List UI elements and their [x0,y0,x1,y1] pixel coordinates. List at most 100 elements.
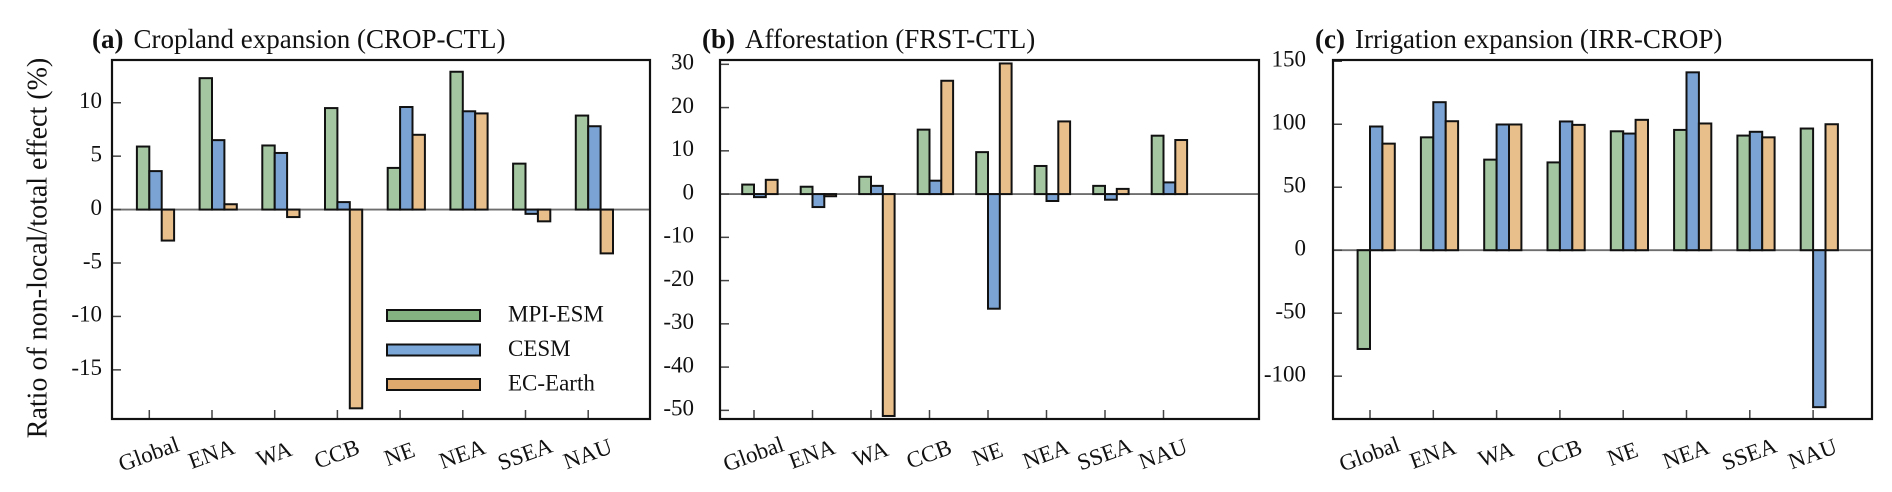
bar-ec-earth-ne [998,62,1013,196]
bar-mpi-esm-ccb [916,128,931,196]
bar-ec-earth-ssea [1761,136,1776,252]
bar-ec-earth-wa [1508,123,1523,252]
legend-label: EC-Earth [508,370,595,395]
y-tick-label: 150 [1272,47,1307,72]
bar-ec-earth-ssea [1115,187,1130,196]
bar-ec-earth-global [1381,142,1396,252]
y-tick-label: -10 [663,223,694,248]
bar-ec-earth-nau [599,208,614,255]
x-tick-label: ENA [785,434,838,474]
bar-ec-earth-ne [1634,118,1649,252]
y-tick-label: -30 [663,309,694,334]
bar-mpi-esm-ne [975,151,990,196]
bar-ec-earth-ne [411,133,426,211]
y-tick-label: 30 [671,50,694,75]
bar-cesm-ccb [1558,120,1574,252]
bar-mpi-esm-ena [198,77,214,211]
bar-ec-earth-ccb [1571,123,1586,252]
panel-title-text: Afforestation (FRST-CTL) [745,24,1035,54]
bar-mpi-esm-global [135,145,151,211]
y-tick-label: 20 [671,93,694,118]
bar-cesm-ssea [1748,130,1764,252]
bar-mpi-esm-ne [386,166,402,211]
bar-mpi-esm-nau [1799,127,1815,252]
x-tick-label: NEA [1659,434,1712,474]
x-tick-label: SSEA [494,432,556,475]
x-tick-label: NEA [1019,434,1072,474]
legend-label: MPI-ESM [508,301,604,326]
bar-cesm-ena [1432,101,1447,252]
bar-mpi-esm-ccb [324,107,339,211]
x-tick-label: NAU [1135,434,1191,475]
bar-cesm-ccb [336,201,351,211]
legend-swatch-ec-earth [386,378,481,391]
y-tick-label: 10 [79,88,102,113]
panel-label: (c) [1315,24,1345,54]
bar-cesm-global [753,193,767,199]
bar-cesm-ena [811,193,826,209]
bar-cesm-global [148,170,163,211]
bar-mpi-esm-ssea [1736,134,1751,252]
bar-ec-earth-ssea [536,208,552,223]
y-tick-label: -100 [1264,361,1306,386]
y-tick-label: -50 [1275,298,1306,323]
x-tick-label: Global [115,431,182,476]
x-tick-label: WA [253,436,296,472]
x-tick-label: NE [381,437,418,471]
bar-mpi-esm-global [1356,249,1371,350]
bar-ec-earth-ena [823,193,838,198]
bar-ec-earth-ena [1444,120,1460,252]
bar-cesm-wa [870,184,884,196]
panel-title: (a) Cropland expansion (CROP-CTL) [92,24,505,54]
x-tick-label: CCB [1533,434,1585,473]
bar-ec-earth-global [764,178,779,196]
bar-cesm-nea [461,110,477,211]
panel-title: (b) Afforestation (FRST-CTL) [702,24,1035,54]
panel-a: (a) Cropland expansion (CROP-CTL) 10 5 0 -5 -1… [71,24,652,476]
bar-ec-earth-wa [286,208,301,219]
bar-cesm-ssea [1104,193,1118,201]
bar-ec-earth-ccb [348,208,364,410]
bar-mpi-esm-nea [449,70,464,211]
y-tick-label: 10 [671,136,694,161]
y-tick-label: -5 [83,248,102,273]
panel-label: (b) [702,24,735,54]
bar-cesm-nau [1812,249,1827,409]
x-tick-label: NAU [560,434,616,475]
bar-mpi-esm-nau [1150,134,1165,196]
bar-cesm-global [1369,125,1384,252]
panel-title-text: Cropland expansion (CROP-CTL) [133,24,505,54]
bar-ec-earth-nea [1057,120,1072,196]
x-tick-label: ENA [185,434,238,474]
bar-ec-earth-ena [223,203,238,211]
y-tick-label: 0 [91,195,103,220]
x-tick-label: ENA [1406,434,1459,474]
y-tick-label: -20 [663,266,694,291]
y-tick-label: 50 [1283,173,1306,198]
plot-frame [718,58,1261,421]
x-tick-label: Global [720,431,787,476]
bar-mpi-esm-ccb [1546,161,1561,252]
bar-cesm-nea [1685,71,1700,252]
bar-cesm-wa [1495,123,1510,252]
bar-ec-earth-nea [1697,122,1713,252]
bar-cesm-nau [587,125,602,211]
x-tick-label: WA [1475,436,1518,472]
bar-cesm-ssea [524,208,539,215]
panel-title-text: Irrigation expansion (IRR-CROP) [1355,24,1722,54]
bar-cesm-wa [273,151,289,211]
bar-cesm-ccb [928,179,943,196]
bar-cesm-ena [211,139,226,211]
y-axis-label: Ratio of non-local/total effect (%) [22,58,53,438]
y-tick-label: -50 [663,396,694,421]
x-tick-label: CCB [311,434,363,473]
bar-ec-earth-wa [881,193,896,417]
bar-ec-earth-ccb [940,79,955,196]
y-tick-label: 0 [683,179,695,204]
panel-title: (c) Irrigation expansion (IRR-CROP) [1315,24,1722,54]
bar-mpi-esm-global [741,183,756,196]
y-tick-label: 0 [1295,235,1307,260]
legend: MPI-ESM CESM EC-Earth [386,301,604,395]
bar-mpi-esm-ena [1419,136,1435,252]
